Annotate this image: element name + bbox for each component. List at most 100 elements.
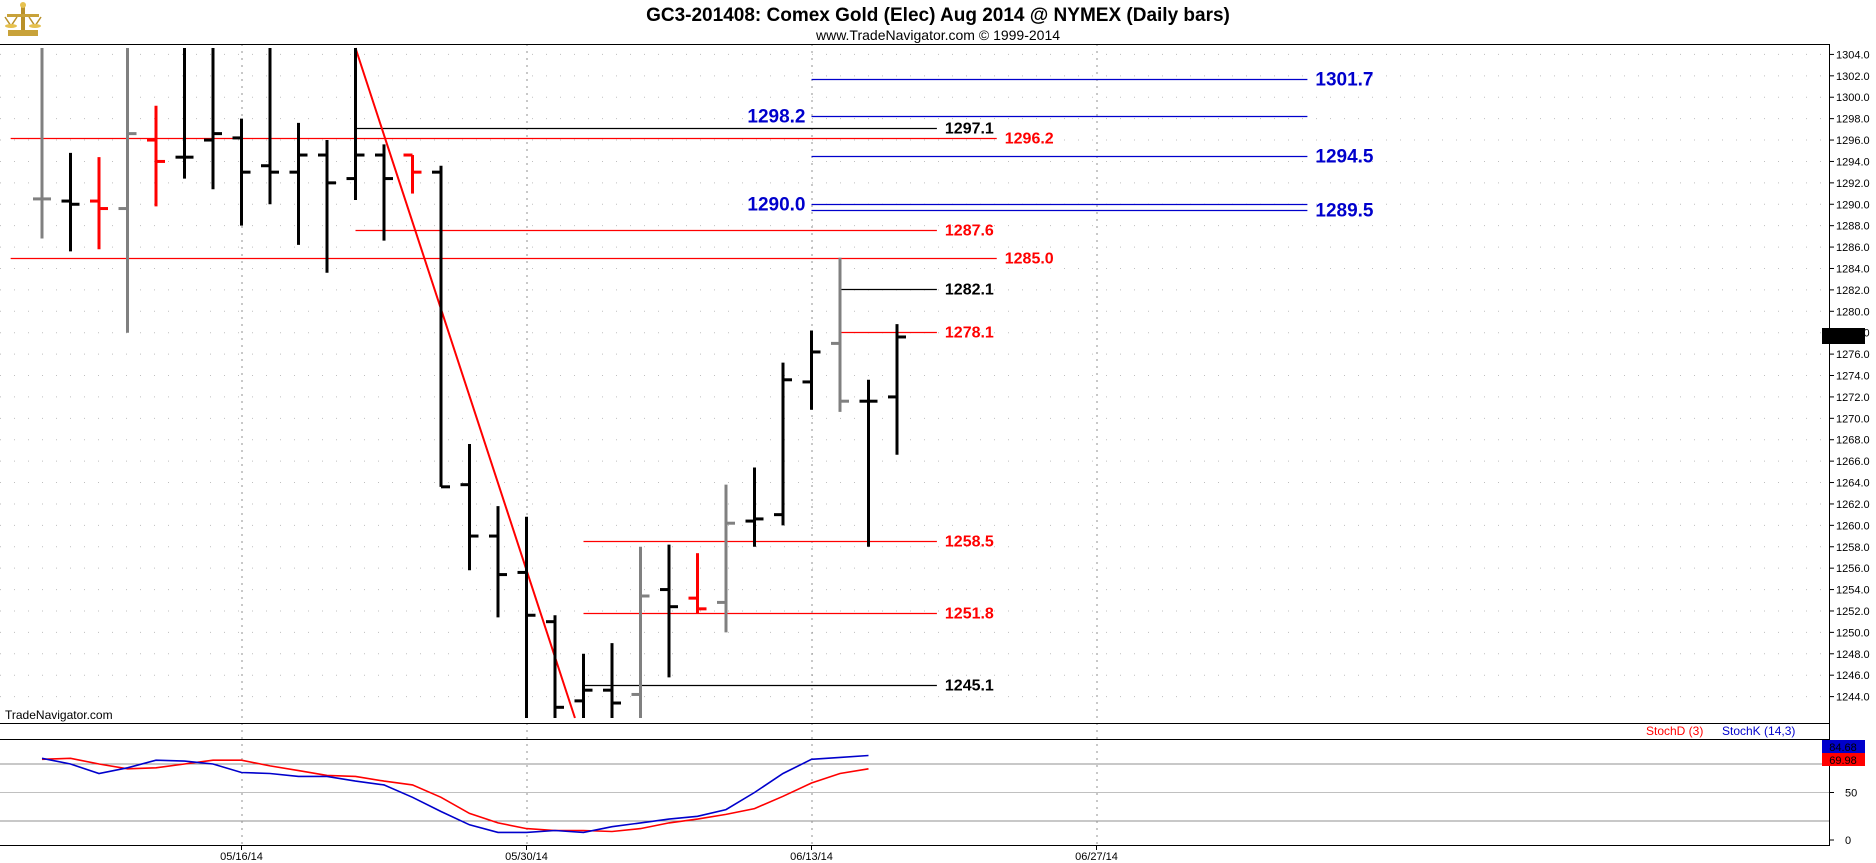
x-tick-label-1: 05/30/14	[505, 851, 548, 863]
last-price-badge: 1277.6	[1822, 328, 1865, 344]
ohlc-bar-15	[460, 444, 479, 571]
ohlc-bar-0	[33, 48, 51, 239]
ohlc-bar-27	[802, 330, 821, 410]
ohlc-bar-25	[745, 467, 764, 547]
ohlc-bar-10	[318, 140, 336, 273]
y-tick-label-24: 1292.0	[1836, 178, 1870, 190]
levels: 1301.7 1298.2 1297.1 1296.2 1294.5 1290.0 1289…	[10, 70, 1374, 695]
y-tick-label-21: 1286.0	[1836, 242, 1870, 254]
stoch-last-values: 84.68 69.98	[1822, 740, 1865, 767]
y-tick-label-16: 1276.0	[1836, 349, 1870, 361]
ohlc-bar-9	[289, 122, 308, 245]
trendline	[354, 47, 576, 719]
y-tick-label-29: 1302.0	[1836, 71, 1870, 83]
ohlc-bar-19	[574, 653, 593, 718]
ohlc-bar-7	[232, 118, 251, 226]
ohlc-bar-13	[403, 153, 422, 194]
ohlc-bar-12	[375, 144, 393, 241]
level-label-1251.8: 1251.8	[945, 606, 994, 623]
price-panel[interactable]	[0, 44, 1830, 724]
x-tick-label-2: 06/13/14	[790, 851, 833, 863]
ohlc-bar-2	[90, 157, 108, 250]
level-label-1298.2: 1298.2	[747, 107, 805, 128]
y-tick-label-3: 1250.0	[1836, 627, 1870, 639]
chart-title: GC3-201408: Comex Gold (Elec) Aug 2014 @…	[646, 5, 1230, 26]
level-label-1278.1: 1278.1	[945, 325, 994, 342]
level-label-1258.5: 1258.5	[945, 534, 994, 551]
legend-stochd: StochD (3)	[1646, 724, 1703, 738]
ohlc-bar-11	[346, 48, 365, 200]
y-tick-label-14: 1272.0	[1836, 392, 1870, 404]
ohlc-bar-23	[688, 553, 707, 614]
y-tick-label-27: 1298.0	[1836, 114, 1870, 126]
ohlc-bars	[33, 48, 906, 718]
y-tick-label-8: 1260.0	[1836, 520, 1870, 532]
y-tick-label-26: 1296.0	[1836, 135, 1870, 147]
ohlc-bar-6	[204, 48, 222, 190]
ohlc-bar-24	[717, 484, 735, 633]
ohlc-bar-3	[118, 48, 137, 333]
y-tick-label-13: 1270.0	[1836, 413, 1870, 425]
gold-scale-logo-icon	[4, 2, 42, 36]
y-tick-label-9: 1262.0	[1836, 499, 1870, 511]
level-label-1245.1: 1245.1	[945, 678, 994, 695]
ohlc-bar-30	[888, 324, 906, 455]
ohlc-bar-22	[660, 544, 678, 678]
level-label-1289.5: 1289.5	[1315, 201, 1374, 222]
level-label-1282.1: 1282.1	[945, 282, 994, 299]
ohlc-bar-28	[831, 257, 849, 412]
x-tick-label-3: 06/27/14	[1075, 851, 1118, 863]
ohlc-bar-14	[432, 165, 450, 489]
stoch-line-0	[41, 757, 869, 833]
ohlc-bar-17	[517, 516, 536, 718]
y-tick-label-18: 1280.0	[1836, 306, 1870, 318]
ohlc-bar-29	[859, 379, 878, 547]
y-tick-label-11: 1266.0	[1836, 456, 1870, 468]
y-tick-label-1: 1246.0	[1836, 670, 1870, 682]
y-tick-label-19: 1282.0	[1836, 285, 1870, 297]
ohlc-bar-18	[546, 615, 564, 718]
ohlc-bar-16	[489, 506, 507, 618]
level-label-1301.7: 1301.7	[1315, 70, 1373, 91]
stochastic-lines	[41, 754, 869, 834]
x-axis: 05/16/14 05/30/14 06/13/14 06/27/14	[220, 845, 1118, 863]
ohlc-bar-26	[774, 362, 792, 526]
level-label-1294.5: 1294.5	[1315, 147, 1374, 168]
stochd-last-value: 69.98	[1829, 755, 1857, 767]
y-tick-label-4: 1252.0	[1836, 606, 1870, 618]
price-y-axis: 1244.0 1246.0 1248.0 1250.0 1252.0 1254.0 1256…	[1829, 49, 1870, 847]
last-price-label: 1277.6	[1826, 331, 1860, 343]
y-tick-label-6: 1256.0	[1836, 563, 1870, 575]
y-tick-label-15: 1274.0	[1836, 371, 1870, 383]
y-tick-label-22: 1288.0	[1836, 221, 1870, 233]
ohlc-bar-21	[631, 546, 650, 718]
y-tick-label-23: 1290.0	[1836, 199, 1870, 211]
y-tick-label-7: 1258.0	[1836, 542, 1870, 554]
y-tick-label-5: 1254.0	[1836, 585, 1870, 597]
ohlc-bar-8	[261, 48, 279, 205]
trendline-group	[354, 47, 576, 719]
level-label-1297.1: 1297.1	[945, 121, 994, 138]
stochk-last-value: 84.68	[1829, 742, 1857, 754]
y-tick-label-20: 1284.0	[1836, 263, 1870, 275]
x-tick-label-0: 05/16/14	[220, 851, 263, 863]
ohlc-bar-4	[147, 105, 165, 207]
level-label-1290.0: 1290.0	[747, 195, 805, 216]
legend-stochk: StochK (14,3)	[1722, 724, 1795, 738]
y-tick-label-30: 1304.0	[1836, 49, 1870, 61]
level-label-1296.2: 1296.2	[1005, 131, 1054, 148]
chart-subtitle: www.TradeNavigator.com © 1999-2014	[815, 27, 1060, 43]
y-tick-label-28: 1300.0	[1836, 92, 1870, 104]
y-tick-label-2: 1248.0	[1836, 649, 1870, 661]
stoch-y-tick-label-1: 0	[1845, 835, 1851, 847]
y-tick-label-12: 1268.0	[1836, 435, 1870, 447]
ohlc-bar-1	[61, 152, 80, 252]
ohlc-bar-20	[603, 643, 621, 718]
stoch-y-tick-label-0: 50	[1845, 788, 1857, 800]
level-label-1285.0: 1285.0	[1005, 251, 1054, 268]
y-tick-label-0: 1244.0	[1836, 692, 1870, 704]
watermark-text: TradeNavigator.com	[5, 708, 113, 722]
level-label-1287.6: 1287.6	[945, 223, 994, 240]
y-tick-label-25: 1294.0	[1836, 156, 1870, 168]
